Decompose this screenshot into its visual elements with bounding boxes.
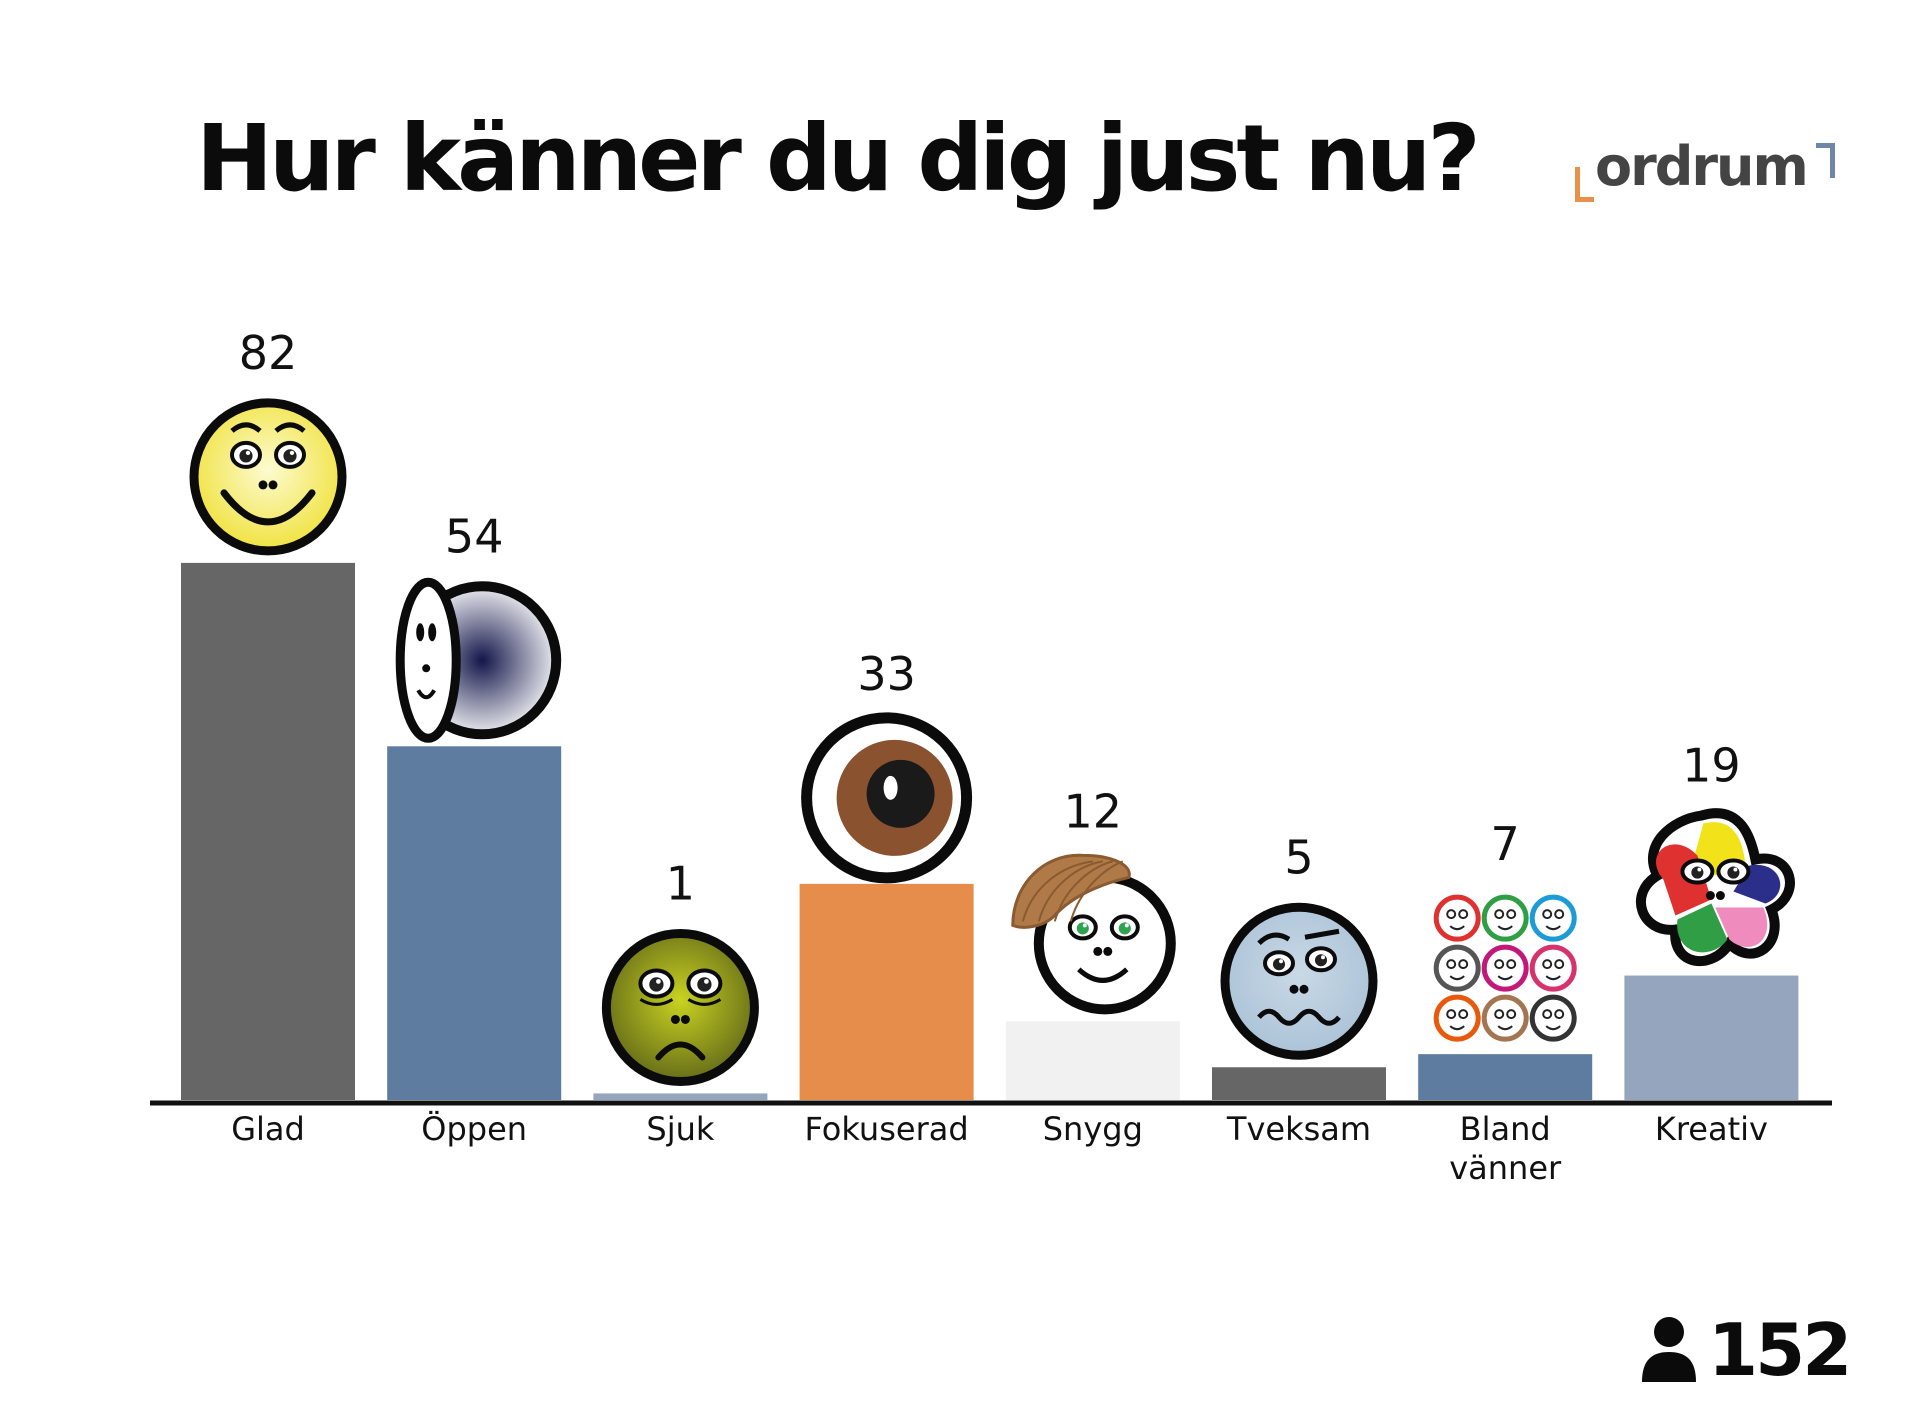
- value-label-sjuk: 1: [666, 856, 695, 910]
- participant-count: 152: [1640, 1308, 1852, 1392]
- category-label-sjuk: Sjuk: [646, 1110, 714, 1148]
- bar-bland-vänner: [1418, 1054, 1593, 1100]
- bar-glad: [181, 562, 355, 1100]
- logo-bracket-left: [1575, 167, 1594, 202]
- bar-snygg: [1005, 1021, 1180, 1100]
- handsome-face-icon: [1011, 853, 1176, 1015]
- bar-sjuk: [593, 1093, 768, 1100]
- value-label-fokuserad: 33: [857, 647, 916, 701]
- category-label-glad: Glad: [231, 1110, 305, 1148]
- group-faces-icon: [1433, 894, 1577, 1042]
- eye-icon: [801, 712, 973, 884]
- chart-title: Hur känner du dig just nu?: [196, 105, 1481, 212]
- value-label-snygg: 12: [1064, 784, 1123, 838]
- person-icon: [1642, 1317, 1696, 1382]
- happy-face-icon: [189, 398, 347, 556]
- logo-text: ordrum: [1595, 135, 1809, 198]
- bar-fokuserad: [799, 883, 974, 1100]
- creative-face-icon: [1635, 808, 1795, 967]
- bar-öppen: [387, 746, 562, 1100]
- logo-bracket-right: [1816, 143, 1835, 178]
- value-label-bland-vänner: 7: [1491, 817, 1520, 871]
- value-label-tveksam: 5: [1284, 830, 1313, 884]
- category-label-tveksam: Tveksam: [1226, 1110, 1371, 1148]
- doubtful-face-icon: [1220, 902, 1378, 1060]
- category-label-kreativ: Kreativ: [1655, 1110, 1768, 1148]
- participant-count-value: 152: [1708, 1308, 1852, 1392]
- value-label-kreativ: 19: [1682, 739, 1741, 793]
- category-label-öppen: Öppen: [421, 1110, 527, 1148]
- category-label-fokuserad: Fokuserad: [805, 1110, 969, 1148]
- ordrum-logo: ordrum: [1575, 135, 1835, 205]
- category-label-snygg: Snygg: [1043, 1110, 1143, 1148]
- open-door-face-icon: [395, 577, 562, 743]
- bar-tveksam: [1212, 1067, 1386, 1100]
- sick-face-icon: [601, 928, 759, 1086]
- bar-kreativ: [1624, 975, 1799, 1100]
- value-label-öppen: 54: [445, 509, 504, 563]
- category-label-bland-vänner: Bland vänner: [1449, 1110, 1562, 1187]
- value-label-glad: 82: [239, 326, 298, 380]
